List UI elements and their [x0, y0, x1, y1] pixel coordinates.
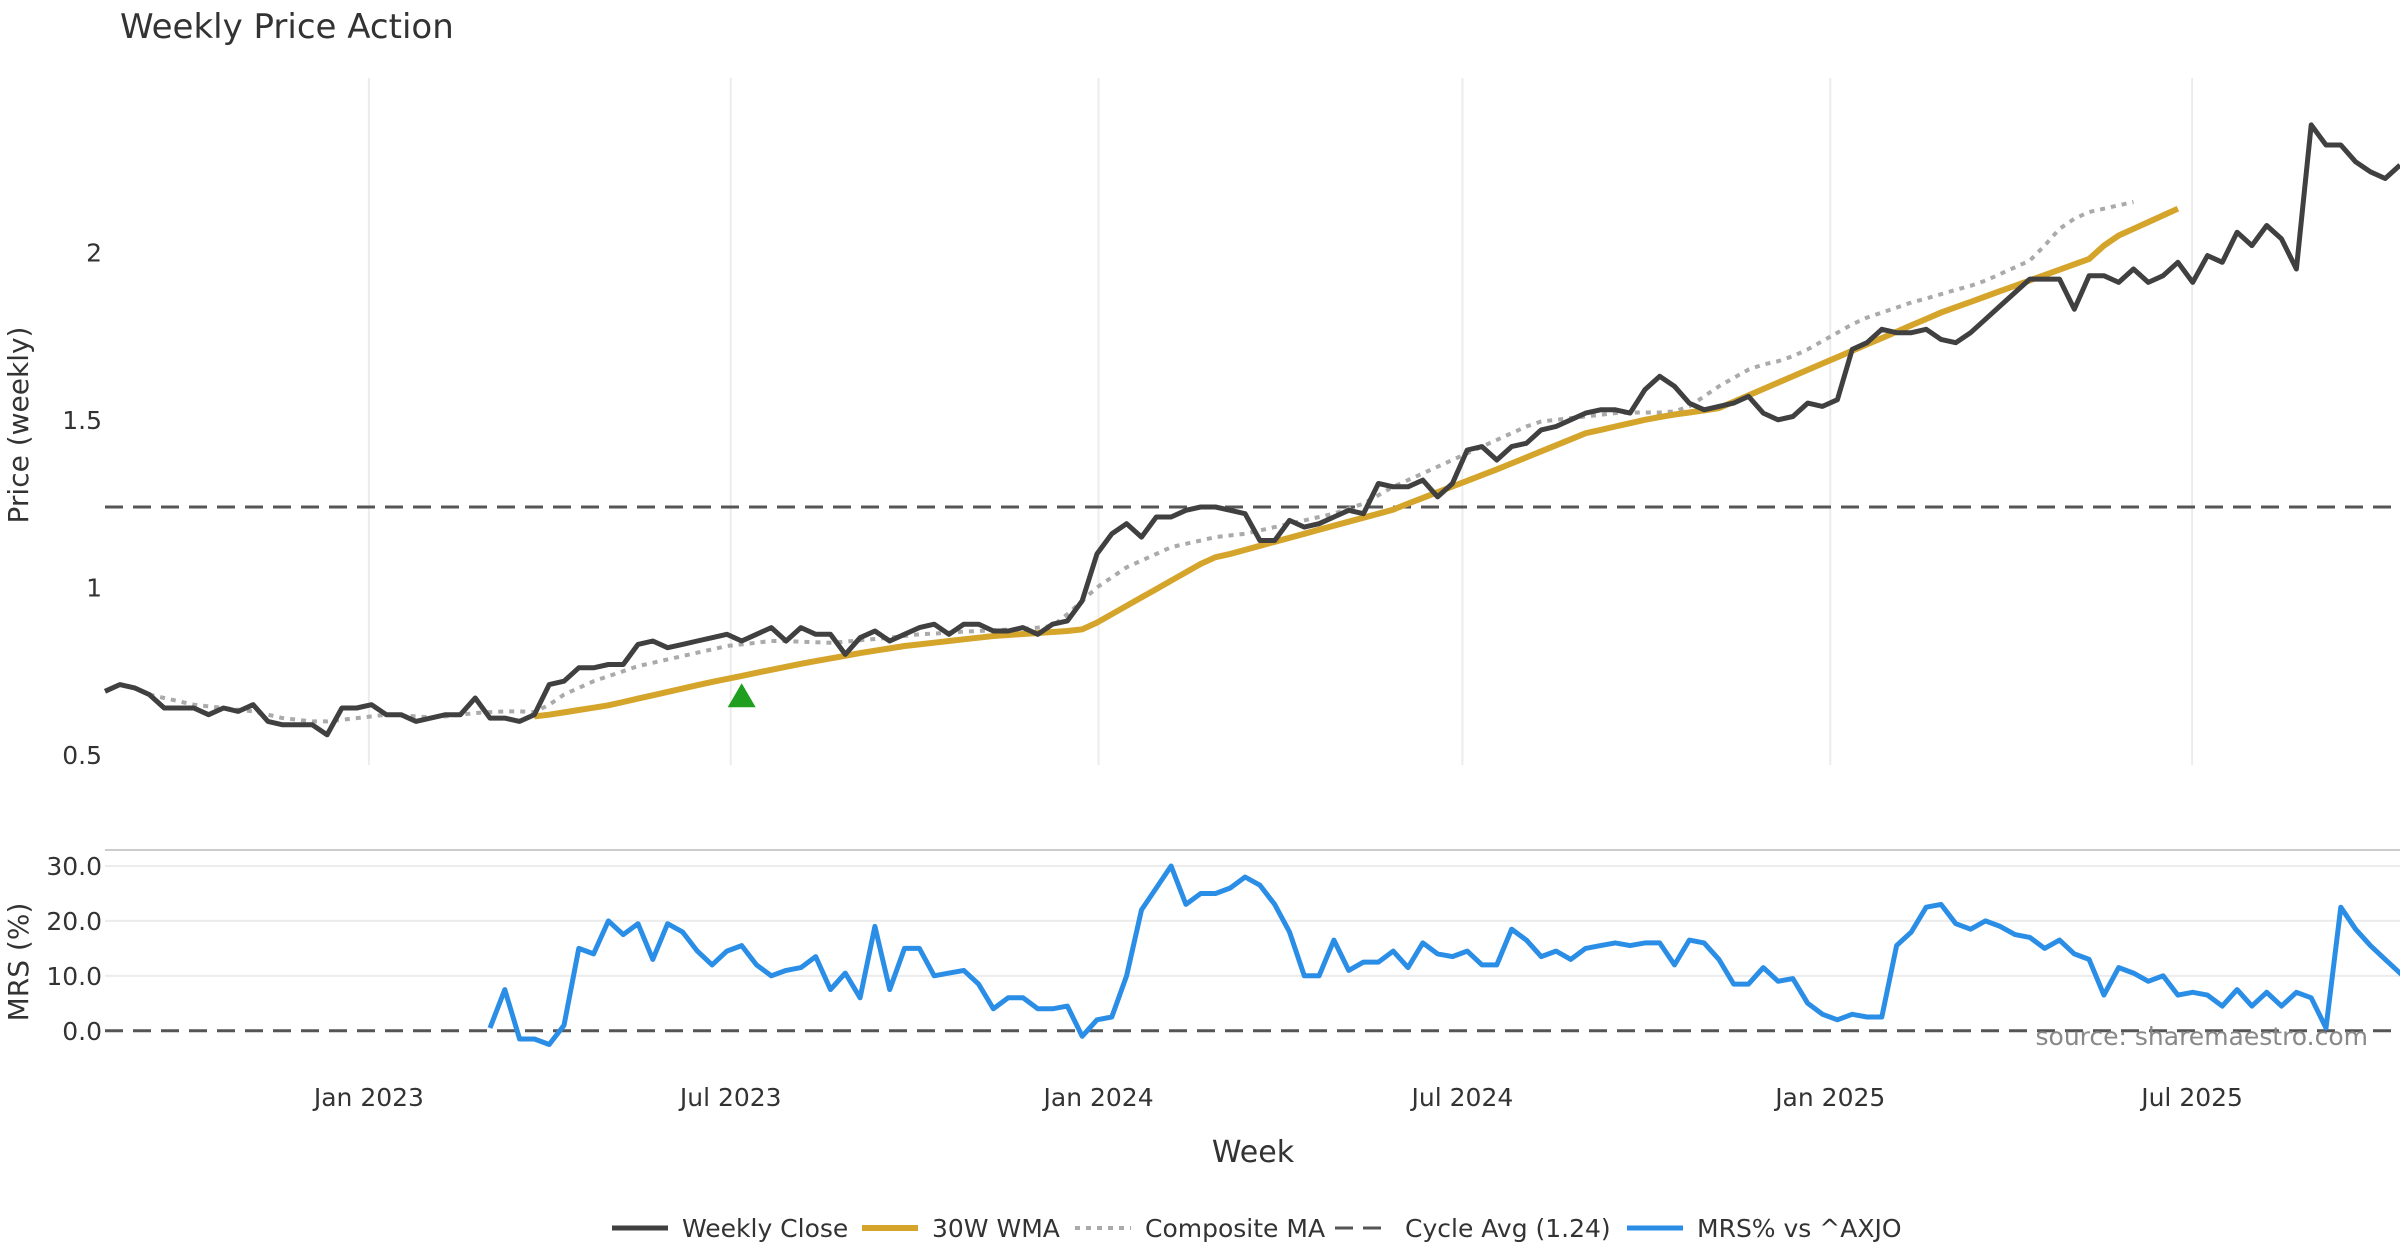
price-y-tick-label: 0.5 [62, 741, 102, 770]
mrs-y-tick-label: 20.0 [46, 907, 102, 936]
mrs-y-axis-label: MRS (%) [2, 903, 35, 1022]
legend-label: Cycle Avg (1.24) [1405, 1214, 1611, 1243]
price-y-tick-label: 1 [86, 573, 102, 602]
legend-label: Weekly Close [682, 1214, 848, 1243]
mrs-y-tick-label: 30.0 [46, 852, 102, 881]
legend-label: MRS% vs ^AXJO [1697, 1214, 1902, 1243]
mrs-y-tick-label: 10.0 [46, 962, 102, 991]
price-grid [367, 78, 2194, 765]
price-y-ticks: 0.5 1 1.5 2 [62, 238, 102, 770]
legend-label: 30W WMA [932, 1214, 1060, 1243]
x-tick-label: Jan 2023 [312, 1083, 424, 1112]
x-tick-label: Jul 2025 [2139, 1083, 2243, 1112]
x-tick-label: Jul 2024 [1410, 1083, 1514, 1112]
price-y-tick-label: 1.5 [62, 406, 102, 435]
composite-ma-series [148, 200, 2134, 724]
x-tick-labels: Jan 2023 Jul 2023 Jan 2024 Jul 2024 Jan 2025… [312, 1083, 2243, 1112]
price-y-axis-label: Price (weekly) [2, 327, 35, 524]
mrs-series [487, 863, 2400, 1047]
wma-30w-series [534, 205, 2180, 720]
mrs-grid [105, 864, 2400, 977]
weekly-close-series [103, 122, 2400, 738]
x-axis-label: Week [1212, 1135, 1295, 1170]
legend-label: Composite MA [1145, 1214, 1325, 1243]
x-tick-label: Jan 2024 [1042, 1083, 1154, 1112]
source-note: source: sharemaestro.com [2036, 1022, 2369, 1051]
x-tick-label: Jan 2025 [1773, 1083, 1885, 1112]
legend: Weekly Close 30W WMA Composite MA Cycle Avg… [612, 1214, 1902, 1243]
price-y-tick-label: 2 [86, 238, 102, 267]
x-tick-label: Jul 2023 [678, 1083, 782, 1112]
chart-title: Weekly Price Action [120, 7, 454, 47]
buy-signal-marker [727, 683, 756, 708]
mrs-y-tick-label: 0.0 [62, 1017, 102, 1046]
mrs-y-ticks: 0.0 10.0 20.0 30.0 [46, 852, 102, 1046]
